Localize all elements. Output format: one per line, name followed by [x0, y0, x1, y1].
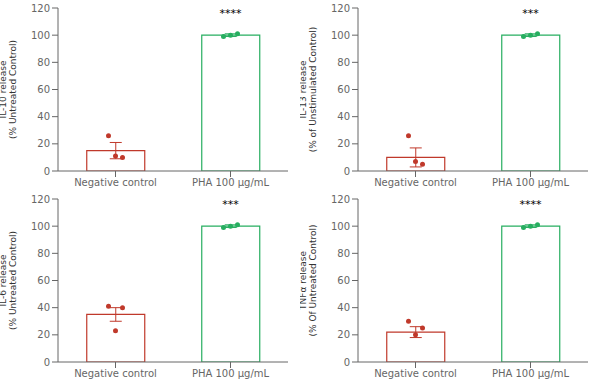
svg-text:80: 80 — [37, 57, 50, 68]
svg-text:80: 80 — [337, 248, 350, 259]
svg-text:IL-6 release(% Untreated Contr: IL-6 release(% Untreated Control) — [8, 231, 18, 330]
svg-text:20: 20 — [337, 329, 350, 340]
svg-text:60: 60 — [37, 275, 50, 286]
svg-text:TNFα release(% Of Untreated Co: TNFα release(% Of Untreated Control) — [300, 224, 318, 336]
svg-text:100: 100 — [331, 30, 350, 41]
svg-text:****: **** — [520, 199, 543, 211]
svg-text:100: 100 — [31, 221, 50, 232]
svg-text:60: 60 — [337, 275, 350, 286]
svg-text:****: **** — [220, 8, 243, 20]
svg-text:Negative control: Negative control — [374, 368, 457, 379]
svg-text:0: 0 — [44, 357, 50, 368]
svg-text:PHA 100 µg/mL: PHA 100 µg/mL — [192, 368, 270, 379]
svg-text:20: 20 — [37, 329, 50, 340]
svg-text:120: 120 — [31, 194, 50, 205]
svg-text:80: 80 — [337, 57, 350, 68]
svg-text:PHA 100 µg/mL: PHA 100 µg/mL — [192, 177, 270, 188]
svg-text:40: 40 — [37, 302, 50, 313]
svg-text:PHA 100 µg/mL: PHA 100 µg/mL — [492, 177, 570, 188]
svg-text:120: 120 — [31, 3, 50, 14]
svg-text:***: *** — [222, 199, 239, 211]
svg-text:Negative control: Negative control — [74, 368, 157, 379]
svg-text:100: 100 — [31, 30, 50, 41]
svg-text:Negative control: Negative control — [74, 177, 157, 188]
svg-text:IL-10 release(% Untreated Cont: IL-10 release(% Untreated Control) — [8, 40, 18, 139]
svg-text:***: *** — [522, 8, 539, 20]
svg-text:PHA 100 µg/mL: PHA 100 µg/mL — [492, 368, 570, 379]
svg-text:Negative control: Negative control — [374, 177, 457, 188]
svg-text:120: 120 — [331, 194, 350, 205]
svg-text:20: 20 — [337, 138, 350, 149]
svg-text:40: 40 — [337, 111, 350, 122]
svg-text:IL-13 release(% of Unstimulate: IL-13 release(% of Unstimulated Control) — [300, 27, 318, 153]
svg-text:0: 0 — [344, 166, 350, 177]
svg-text:0: 0 — [44, 166, 50, 177]
svg-text:80: 80 — [37, 248, 50, 259]
svg-text:40: 40 — [337, 302, 350, 313]
svg-text:40: 40 — [37, 111, 50, 122]
svg-text:120: 120 — [331, 3, 350, 14]
svg-text:100: 100 — [331, 221, 350, 232]
svg-text:60: 60 — [37, 84, 50, 95]
svg-text:60: 60 — [337, 84, 350, 95]
svg-text:0: 0 — [344, 357, 350, 368]
svg-text:20: 20 — [37, 138, 50, 149]
